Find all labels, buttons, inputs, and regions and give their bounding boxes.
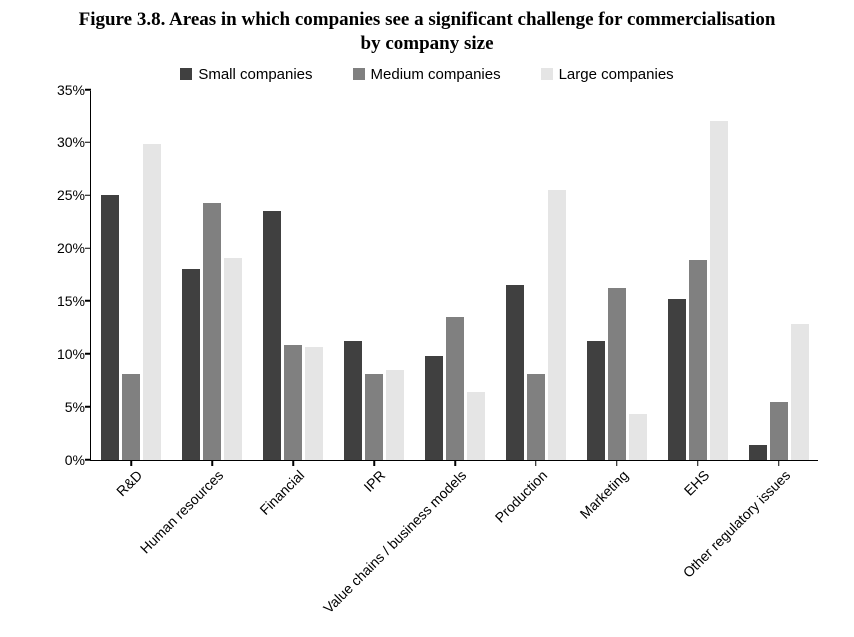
- legend-item-large: Large companies: [541, 66, 674, 83]
- x-tick-mark: [778, 460, 780, 466]
- bar-medium: [608, 288, 626, 459]
- figure-title: Figure 3.8. Areas in which companies see…: [40, 8, 814, 56]
- legend: Small companies Medium companies Large c…: [0, 66, 854, 83]
- y-tick-mark: [85, 142, 91, 144]
- y-tick-mark: [85, 247, 91, 249]
- x-tick-mark: [373, 460, 375, 466]
- x-tick-mark: [131, 460, 133, 466]
- y-tick-mark: [85, 353, 91, 355]
- x-tick-mark: [697, 460, 699, 466]
- title-line-2: by company size: [361, 33, 494, 54]
- bar-large: [791, 324, 809, 459]
- bar-medium: [770, 402, 788, 459]
- bar-medium: [446, 317, 464, 460]
- bar-small: [344, 341, 362, 459]
- bar-medium: [527, 374, 545, 460]
- legend-label-medium: Medium companies: [371, 66, 501, 83]
- x-tick-mark: [535, 460, 537, 466]
- bar-large: [710, 121, 728, 459]
- legend-item-medium: Medium companies: [353, 66, 501, 83]
- y-tick-label: 0%: [39, 452, 85, 468]
- x-tick-label: R&D: [114, 467, 146, 499]
- plot-area: 0%5%10%15%20%25%30%35%: [90, 91, 818, 461]
- y-tick-label: 10%: [39, 346, 85, 362]
- y-tick-mark: [85, 194, 91, 196]
- bar-large: [629, 414, 647, 459]
- bar-medium: [284, 345, 302, 459]
- x-tick-label: IPR: [361, 467, 389, 495]
- legend-swatch-small: [180, 68, 192, 80]
- y-tick-mark: [85, 300, 91, 302]
- bar-small: [587, 341, 605, 459]
- bar-small: [668, 299, 686, 460]
- legend-swatch-large: [541, 68, 553, 80]
- legend-label-large: Large companies: [559, 66, 674, 83]
- x-tick-label: Financial: [257, 467, 308, 518]
- bar-large: [224, 258, 242, 460]
- x-tick-mark: [616, 460, 618, 466]
- x-tick-label: Human resources: [137, 467, 226, 556]
- bar-small: [101, 195, 119, 459]
- x-tick-label: Production: [492, 467, 551, 526]
- y-tick-mark: [85, 459, 91, 461]
- y-tick-label: 30%: [39, 134, 85, 150]
- bar-small: [749, 445, 767, 460]
- x-tick-mark: [454, 460, 456, 466]
- x-tick-mark: [292, 460, 294, 466]
- bar-medium: [365, 374, 383, 460]
- bar-medium: [122, 374, 140, 460]
- bar-large: [143, 144, 161, 459]
- y-tick-label: 15%: [39, 293, 85, 309]
- legend-swatch-medium: [353, 68, 365, 80]
- x-tick-label: Value chains / business models: [320, 467, 469, 616]
- legend-item-small: Small companies: [180, 66, 312, 83]
- y-tick-label: 25%: [39, 187, 85, 203]
- x-tick-mark: [212, 460, 214, 466]
- title-line-1: Figure 3.8. Areas in which companies see…: [79, 9, 776, 30]
- y-tick-mark: [85, 406, 91, 408]
- bar-large: [305, 347, 323, 459]
- bar-small: [506, 285, 524, 459]
- legend-label-small: Small companies: [198, 66, 312, 83]
- x-tick-label: Marketing: [576, 467, 631, 522]
- x-axis-labels: R&DHuman resources Financial IPRValue chai…: [90, 467, 824, 637]
- y-tick-label: 20%: [39, 240, 85, 256]
- bar-large: [548, 190, 566, 460]
- y-tick-label: 5%: [39, 399, 85, 415]
- y-tick-label: 35%: [39, 82, 85, 98]
- bar-small: [263, 211, 281, 459]
- chart-area: 0%5%10%15%20%25%30%35%: [90, 91, 824, 461]
- bar-small: [425, 356, 443, 460]
- bar-large: [386, 370, 404, 460]
- bar-large: [467, 392, 485, 460]
- y-tick-mark: [85, 89, 91, 91]
- bar-medium: [203, 203, 221, 460]
- bar-medium: [689, 260, 707, 460]
- bar-small: [182, 269, 200, 459]
- x-tick-label: EHS: [680, 467, 712, 499]
